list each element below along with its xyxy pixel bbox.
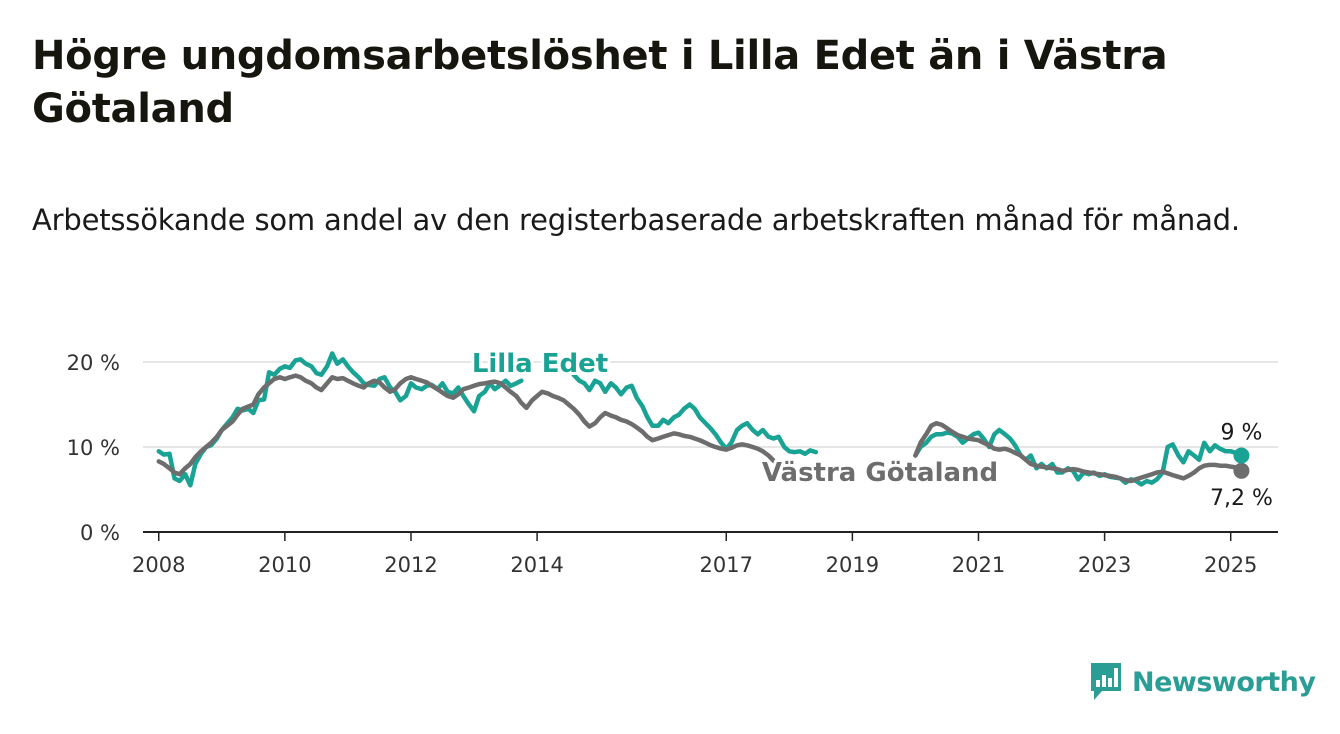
series-line-lilla-edet [571, 372, 819, 457]
series-label-lilla-edet: Lilla Edet [472, 349, 608, 379]
y-tick-label: 10 % [67, 436, 120, 460]
brand-logo: Newsworthy [1088, 660, 1316, 704]
x-axis-ticks: 2008 2010 2012 2014 2017 2019 2021 2023 2025 [132, 532, 1257, 577]
chart-title: Högre ungdomsarbetslöshet i Lilla Edet ä… [32, 33, 1168, 132]
x-tick-label: 2012 [384, 553, 437, 577]
x-tick-label: 2023 [1078, 553, 1131, 577]
series-line-lilla-edet [156, 351, 524, 488]
series-label-vastra-gotaland-halo: Västra Götaland [762, 458, 998, 488]
chart-subtitle: Arbetssökande som andel av den registerb… [32, 203, 1240, 237]
end-label-lilla-edet-halo: 9 % [1220, 421, 1262, 446]
x-tick-label: 2008 [132, 553, 185, 577]
newsworthy-logo-icon [1091, 663, 1121, 700]
end-label-vastra-gotaland: 7,2 % [1210, 486, 1273, 511]
series-line-v-stra-g-taland [156, 373, 781, 477]
x-tick-label: 2021 [952, 553, 1005, 577]
end-label-lilla-edet: 9 % [1220, 421, 1262, 446]
series-label-lilla-edet-halo: Lilla Edet [472, 349, 608, 379]
y-axis-ticks: 0 % 10 % 20 % [67, 351, 120, 545]
end-label-vastra-gotaland-halo: 7,2 % [1210, 486, 1273, 511]
x-tick-label: 2019 [826, 553, 879, 577]
x-tick-label: 2017 [700, 553, 753, 577]
series-lines [156, 351, 1244, 488]
y-tick-label: 0 % [80, 521, 120, 545]
x-tick-label: 2025 [1204, 553, 1257, 577]
series-label-vastra-gotaland: Västra Götaland [762, 458, 998, 488]
series-line-v-stra-g-taland [913, 420, 1244, 484]
x-tick-label: 2014 [510, 553, 563, 577]
y-tick-label: 20 % [67, 351, 120, 375]
brand-name: Newsworthy [1132, 666, 1316, 698]
end-point-vastra-gotaland [1233, 462, 1250, 479]
end-point-lilla-edet [1233, 447, 1250, 464]
x-tick-label: 2010 [258, 553, 311, 577]
